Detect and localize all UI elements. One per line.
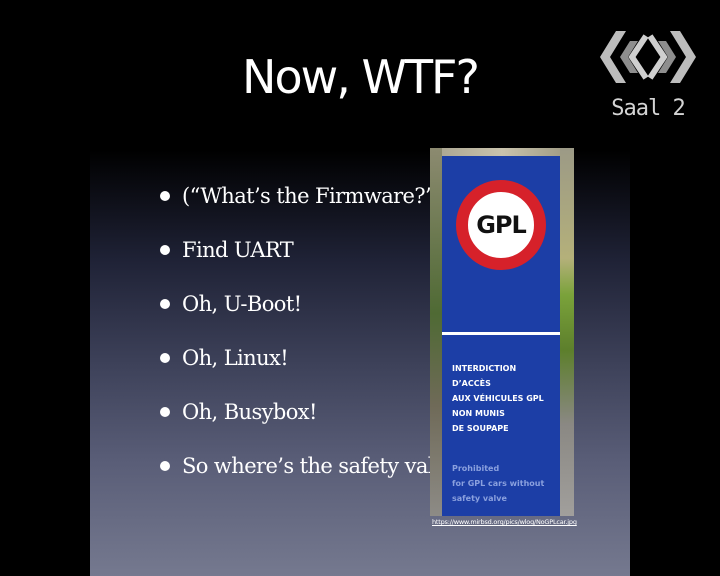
sign-text-line: safety valve <box>452 494 507 503</box>
bullet-item: Find UART <box>160 230 468 284</box>
bullet-item: Oh, Busybox! <box>160 392 468 446</box>
sign-text-line: AUX VÉHICULES GPL <box>452 394 544 403</box>
prohibition-sign-icon: GPL <box>456 180 546 270</box>
sign-french-text: INTERDICTION D’ACCÈS AUX VÉHICULES GPL N… <box>452 361 544 436</box>
bullet-item: So where’s the safety valve? <box>160 446 468 500</box>
presentation-slide: Now, WTF? (“What’s the Firmware?”) Find … <box>90 0 630 576</box>
photo-credit-link[interactable]: https://www.mirbsd.org/pics/wlog/NoGPLca… <box>432 518 577 526</box>
sign-panel: GPL INTERDICTION D’ACCÈS AUX VÉHICULES G… <box>442 156 560 516</box>
bullet-item: Oh, Linux! <box>160 338 468 392</box>
gpl-sign-photo: GPL INTERDICTION D’ACCÈS AUX VÉHICULES G… <box>430 148 574 516</box>
sign-text-line: Prohibited <box>452 464 500 473</box>
photo-background <box>430 148 442 516</box>
bullet-item: Oh, U-Boot! <box>160 284 468 338</box>
sign-text-line: INTERDICTION <box>452 364 517 373</box>
sign-english-text: Prohibited for GPL cars without safety v… <box>452 461 544 506</box>
sign-text-line: D’ACCÈS <box>452 379 491 388</box>
bullet-item: (“What’s the Firmware?”) <box>160 176 468 230</box>
sign-divider <box>442 332 560 335</box>
photo-background <box>560 148 574 516</box>
sign-text-line: NON MUNIS <box>452 409 505 418</box>
bullet-list: (“What’s the Firmware?”) Find UART Oh, U… <box>160 176 468 500</box>
event-logo-icon <box>600 31 696 83</box>
room-label: Saal 2 <box>611 96 685 121</box>
sign-text-line: for GPL cars without <box>452 479 545 488</box>
slide-title: Now, WTF? <box>242 50 480 104</box>
sign-symbol-text: GPL <box>476 211 527 239</box>
sign-text-line: DE SOUPAPE <box>452 424 509 433</box>
